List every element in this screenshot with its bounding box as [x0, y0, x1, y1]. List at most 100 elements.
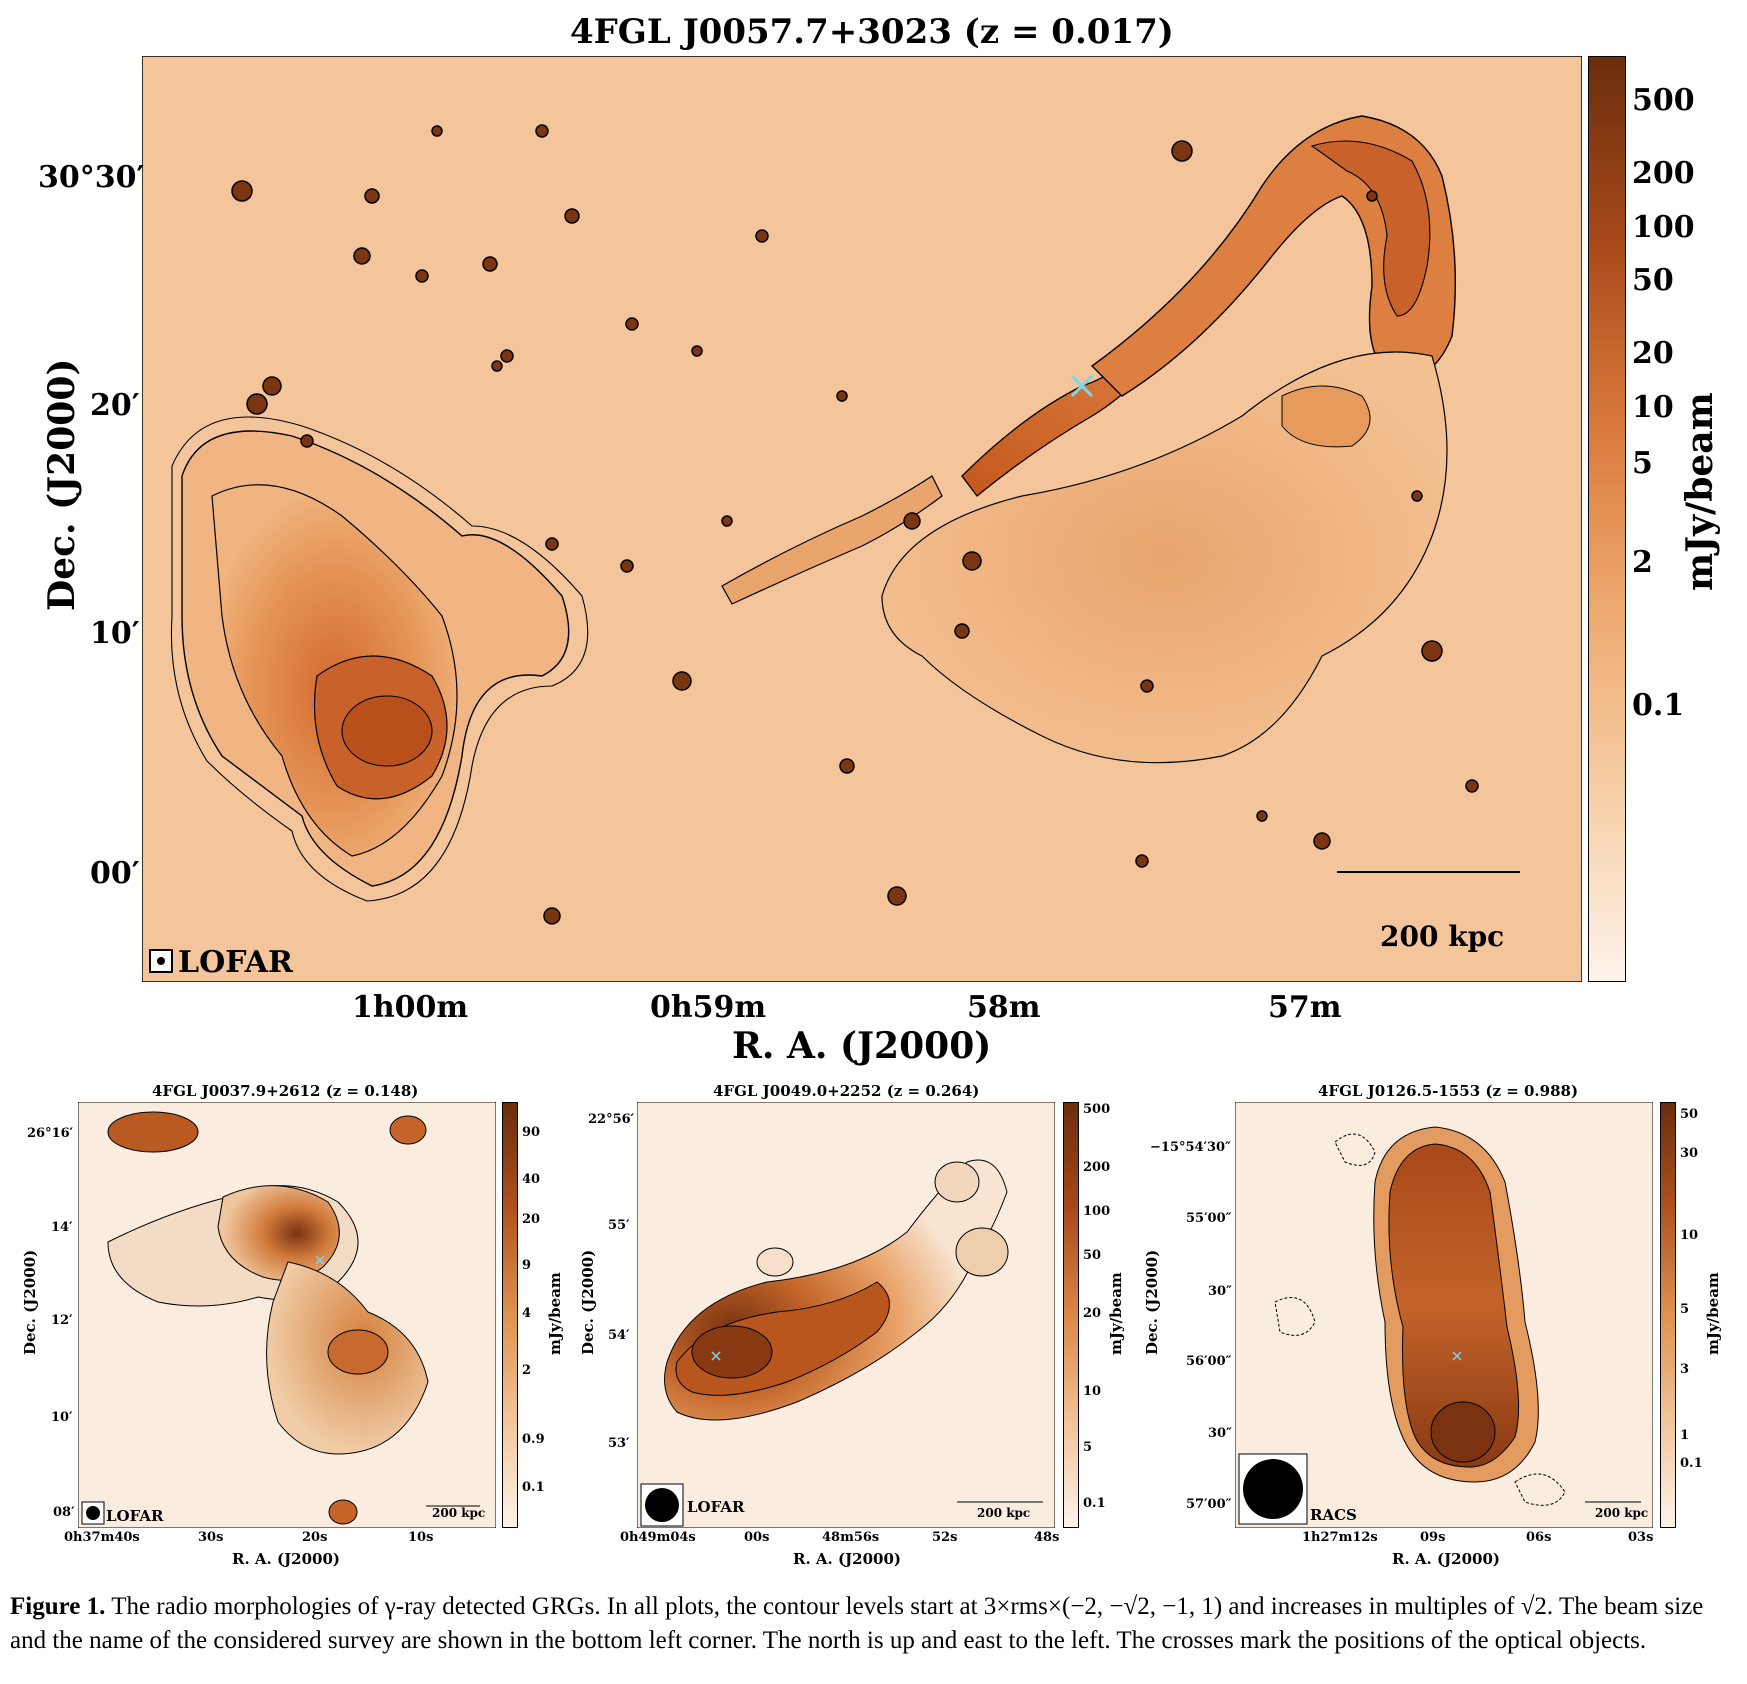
panel-c-x-tick: 09s [1420, 1530, 1446, 1545]
panel-c-title: 4FGL J0126.5-1553 (z = 0.988) [1318, 1082, 1579, 1100]
panel-a-colorbar-tick: 40 [522, 1172, 541, 1187]
panel-a-colorbar-label: mJy/beam [546, 1272, 564, 1355]
panel-a-scale-bar-label: 200 kpc [432, 1506, 486, 1520]
main-survey-label: LOFAR [178, 945, 293, 980]
panel-b-scale-bar-label: 200 kpc [977, 1506, 1031, 1520]
panel-b-colorbar-tick: 10 [1083, 1384, 1102, 1399]
panel-a-radio-image [78, 1102, 496, 1528]
panel-a-y-axis-label: Dec. (J2000) [21, 1249, 39, 1355]
panel-a-x-tick: 30s [198, 1530, 224, 1545]
panel-a-colorbar-tick: 2 [522, 1363, 532, 1378]
main-panel-title: 4FGL J0057.7+3023 (z = 0.017) [570, 12, 1174, 52]
panel-a-colorbar-tick: 0.9 [522, 1432, 545, 1447]
point-sources [231, 124, 1479, 925]
panel-c-colorbar [1660, 1102, 1676, 1528]
panel-b-title: 4FGL J0049.0+2252 (z = 0.264) [713, 1082, 980, 1100]
west-jet [1090, 115, 1457, 397]
panel-b-x-tick: 00s [744, 1530, 770, 1545]
main-x-tick: 57m [1268, 990, 1342, 1025]
main-scale-bar-label: 200 kpc [1380, 920, 1505, 953]
panel-b-survey-label: LOFAR [687, 1498, 745, 1516]
panel-b-x-tick: 0h49m04s [620, 1530, 696, 1545]
panel-a-x-tick: 0h37m40s [64, 1530, 140, 1545]
panel-b-colorbar-label: mJy/beam [1107, 1272, 1125, 1355]
panel-a-colorbar-tick: 9 [522, 1258, 532, 1273]
panel-c-colorbar-tick: 1 [1680, 1428, 1690, 1443]
main-y-tick: 30°30′ [38, 160, 145, 195]
panel-a-y-tick: 08′ [53, 1505, 75, 1520]
west-lobe [881, 351, 1448, 764]
panel-b-x-tick: 48m56s [822, 1530, 880, 1545]
panel-b-y-tick: 55′ [608, 1218, 630, 1233]
main-colorbar-tick: 0.1 [1632, 688, 1685, 723]
optical-cross [1070, 374, 1094, 398]
main-y-tick: 20′ [90, 388, 140, 423]
main-colorbar-tick: 50 [1632, 263, 1674, 298]
panel-a-survey-label: LOFAR [106, 1507, 164, 1525]
panel-b-y-tick: 22°56′ [588, 1112, 635, 1127]
panel-b-colorbar-tick: 5 [1083, 1440, 1093, 1455]
panel-b-x-tick: 48s [1034, 1530, 1060, 1545]
main-colorbar-tick: 200 [1632, 156, 1695, 191]
panel-a-colorbar-tick: 90 [522, 1125, 541, 1140]
panel-b-x-tick: 52s [932, 1530, 958, 1545]
panel-c-x-axis-label: R. A. (J2000) [1392, 1550, 1501, 1568]
panel-b-colorbar-tick: 20 [1083, 1306, 1102, 1321]
panel-c-y-tick: 56′00″ [1186, 1354, 1232, 1369]
panel-c-radio-image [1235, 1102, 1653, 1528]
panel-b-colorbar [1063, 1102, 1079, 1528]
panel-b-y-tick: 54′ [608, 1328, 630, 1343]
panel-c-colorbar-tick: 50 [1680, 1107, 1699, 1122]
panel-b-radio-image [637, 1102, 1055, 1528]
main-x-tick: 0h59m [650, 990, 767, 1025]
panel-c-colorbar-tick: 30 [1680, 1146, 1699, 1161]
panel-a-x-tick: 10s [408, 1530, 434, 1545]
panel-b-optical-cross [711, 1351, 721, 1361]
main-colorbar-tick: 100 [1632, 210, 1695, 245]
figure-caption-label: Figure 1. [10, 1593, 106, 1620]
main-colorbar-label: mJy/beam [1679, 392, 1721, 591]
main-x-tick: 1h00m [352, 990, 469, 1025]
panel-c-survey-label: RACS [1310, 1506, 1357, 1524]
panel-a-x-tick: 20s [302, 1530, 328, 1545]
main-colorbar-tick: 2 [1632, 545, 1653, 580]
panel-a-colorbar [502, 1102, 518, 1528]
panel-b-colorbar-tick: 50 [1083, 1248, 1102, 1263]
panel-c-colorbar-tick: 0.1 [1680, 1456, 1703, 1471]
panel-c-y-tick: −15°54′30″ [1150, 1140, 1231, 1155]
panel-b-colorbar-tick: 500 [1083, 1102, 1111, 1117]
panel-b-colorbar-tick: 0.1 [1083, 1496, 1106, 1511]
main-y-axis-label: Dec. (J2000) [41, 358, 83, 611]
main-y-tick: 00′ [90, 856, 140, 891]
panel-c-y-tick: 30″ [1208, 1284, 1232, 1299]
main-colorbar-tick: 5 [1632, 446, 1653, 481]
east-jet [721, 475, 943, 605]
panel-c-x-tick: 03s [1628, 1530, 1654, 1545]
panel-c-y-axis-label: Dec. (J2000) [1143, 1249, 1161, 1355]
panel-c-y-tick: 57′00″ [1186, 1497, 1232, 1512]
panel-b-colorbar-tick: 200 [1083, 1160, 1111, 1175]
main-colorbar-tick: 500 [1632, 83, 1695, 118]
panel-a-colorbar-tick: 4 [522, 1306, 532, 1321]
panel-b-y-tick: 53′ [608, 1436, 630, 1451]
figure-caption-text: The radio morphologies of γ-ray detected… [10, 1593, 1704, 1654]
panel-c-colorbar-tick: 10 [1680, 1228, 1699, 1243]
panel-c-y-tick: 30″ [1208, 1426, 1232, 1441]
main-colorbar-tick: 20 [1632, 336, 1674, 371]
main-colorbar [1588, 56, 1626, 982]
panel-c-optical-cross [1452, 1351, 1462, 1361]
panel-c-colorbar-label: mJy/beam [1704, 1272, 1722, 1355]
panel-b-x-axis-label: R. A. (J2000) [793, 1550, 902, 1568]
panel-c-x-tick: 1h27m12s [1302, 1530, 1378, 1545]
panel-a-y-tick: 26°16′ [27, 1126, 74, 1141]
panel-c-colorbar-tick: 5 [1680, 1302, 1690, 1317]
panel-b-y-axis-label: Dec. (J2000) [579, 1249, 597, 1355]
panel-a-x-axis-label: R. A. (J2000) [232, 1550, 341, 1568]
panel-a-colorbar-tick: 0.1 [522, 1480, 545, 1495]
panel-c-x-tick: 06s [1526, 1530, 1552, 1545]
panel-a-y-tick: 12′ [51, 1313, 73, 1328]
panel-c-colorbar-tick: 3 [1680, 1362, 1690, 1377]
main-y-tick: 10′ [90, 616, 140, 651]
panel-b-colorbar-tick: 100 [1083, 1204, 1111, 1219]
panel-a-optical-cross [315, 1255, 325, 1265]
